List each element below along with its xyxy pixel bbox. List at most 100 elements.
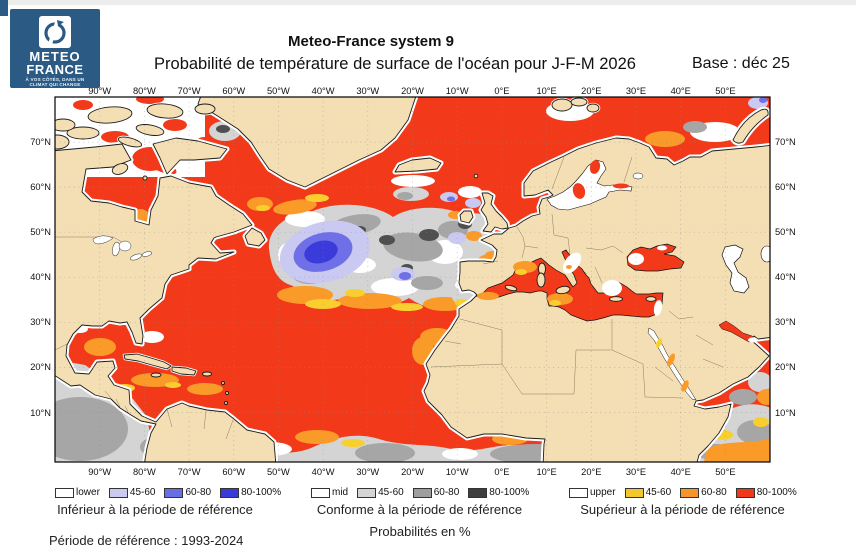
axis-tick: 50°W — [267, 86, 290, 96]
axis-tick: 90°W — [88, 467, 111, 477]
axis-tick: 40°E — [671, 86, 691, 96]
legend-label: 80-100% — [241, 487, 282, 498]
axis-right: 70°N 60°N 50°N 40°N 30°N 20°N 10°N — [775, 137, 796, 418]
legend-item: 45-60 — [624, 487, 672, 498]
legend-swatch — [311, 487, 330, 498]
axis-tick: 20°W — [401, 86, 424, 96]
legend-group-mid: mid 45-60 60-80 80-100% — [311, 487, 538, 498]
axis-tick: 30°N — [775, 317, 796, 327]
caspian-sea — [721, 244, 750, 294]
legend-item: 45-60 — [108, 487, 156, 498]
axis-tick: 40°W — [312, 467, 335, 477]
legend-swatch — [735, 487, 755, 498]
legend-swatch — [357, 487, 377, 498]
axis-tick: 70°W — [178, 467, 201, 477]
map-graphic — [55, 97, 770, 462]
lake-ladoga — [632, 172, 644, 180]
axis-tick: 10°N — [775, 408, 796, 418]
reference-period-label: Période de référence : 1993-2024 — [49, 533, 244, 548]
graticule — [55, 97, 770, 462]
axis-tick: 20°W — [401, 467, 424, 477]
axis-tick: 30°N — [30, 317, 51, 327]
legend-label: 45-60 — [378, 487, 404, 498]
legend-item: 80-100% — [220, 487, 281, 498]
axis-tick: 60°N — [775, 182, 796, 192]
axis-left: 70°N 60°N 50°N 40°N 30°N 20°N 10°N — [30, 137, 51, 418]
axis-tick: 70°N — [775, 137, 796, 147]
units-label: Probabilités en % — [369, 524, 471, 539]
legend-label: 80-100% — [756, 487, 797, 498]
base-date-label: Base : déc 25 — [692, 55, 790, 72]
logo-tagline-1: À VOS CÔTÉS, DANS UN — [25, 77, 85, 82]
aral-sea — [760, 245, 770, 263]
axis-tick: 10°E — [536, 86, 556, 96]
meteo-france-icon — [39, 16, 71, 48]
page-title: Meteo-France system 9 — [288, 33, 454, 50]
map-frame — [54, 96, 771, 463]
logo-text-meteo: METEO — [29, 49, 81, 64]
legend-label: 80-100% — [489, 487, 530, 498]
axis-tick: 20°N — [775, 362, 796, 372]
black-sea — [626, 243, 685, 272]
legend-item: mid — [311, 487, 348, 498]
axis-tick: 30°E — [626, 86, 646, 96]
caption-lower: Inférieur à la période de référence — [57, 502, 253, 517]
axis-tick: 40°W — [312, 86, 335, 96]
axis-tick: 40°E — [671, 467, 691, 477]
legend-item: 80-100% — [735, 487, 797, 498]
legend-swatch — [680, 487, 700, 498]
axis-tick: 80°W — [133, 467, 156, 477]
probability-map: 90°W 80°W 70°W 60°W 50°W 40°W 30°W 20°W … — [30, 86, 796, 477]
legend-label: 60-80 — [701, 487, 727, 498]
legend-swatch — [569, 487, 588, 498]
logo-tagline-2: CLIMAT QUI CHANGE — [29, 82, 81, 87]
legend-item: 60-80 — [680, 487, 727, 498]
legend-item: 45-60 — [357, 487, 404, 498]
caption-upper: Supérieur à la période de référence — [580, 502, 785, 517]
logo-text-france: FRANCE — [26, 62, 84, 77]
legend-label: 45-60 — [645, 487, 672, 498]
axis-top: 90°W 80°W 70°W 60°W 50°W 40°W 30°W 20°W … — [88, 86, 735, 96]
axis-tick: 20°E — [581, 86, 601, 96]
land-layer — [55, 97, 770, 462]
axis-tick: 10°E — [536, 467, 556, 477]
legend-item: upper — [569, 487, 616, 498]
legend-group-upper: upper 45-60 60-80 80-100% — [569, 487, 806, 498]
legend-group-lower: lower 45-60 60-80 80-100% — [55, 487, 290, 498]
legend-swatch — [108, 487, 128, 498]
legend-item: 80-100% — [468, 487, 529, 498]
legend-swatch — [468, 487, 488, 498]
caption-mid: Conforme à la période de référence — [316, 502, 523, 517]
axis-tick: 60°W — [222, 467, 245, 477]
legend-swatch — [55, 487, 74, 498]
legend-label: upper — [590, 487, 616, 498]
axis-tick: 60°N — [30, 182, 51, 192]
axis-tick: 50°W — [267, 467, 290, 477]
legend-label: lower — [76, 487, 100, 498]
axis-tick: 0°E — [494, 86, 509, 96]
legend-swatch — [220, 487, 240, 498]
legend-label: 60-80 — [433, 487, 460, 498]
legend-item: 60-80 — [412, 487, 460, 498]
corner-chip — [0, 0, 8, 16]
axis-tick: 20°N — [30, 362, 51, 372]
small-islands — [142, 173, 479, 405]
axis-tick: 10°W — [446, 86, 469, 96]
logo-circle-glyph — [44, 17, 66, 46]
axis-tick: 70°N — [30, 137, 51, 147]
axis-tick: 0°E — [494, 467, 509, 477]
axis-tick: 40°N — [30, 272, 51, 282]
axis-tick: 30°W — [356, 86, 379, 96]
inland-seas — [92, 159, 770, 401]
legend-label: mid — [332, 487, 349, 498]
legend-label: 45-60 — [129, 487, 156, 498]
axis-tick: 10°N — [30, 408, 51, 418]
axis-tick: 20°E — [581, 467, 601, 477]
axis-tick: 30°W — [356, 467, 379, 477]
axis-tick: 60°W — [222, 86, 245, 96]
axis-tick: 30°E — [626, 467, 646, 477]
logo-tagline: À VOS CÔTÉS, DANS UN CLIMAT QUI CHANGE — [10, 77, 100, 87]
legend-swatch — [624, 487, 644, 498]
legend-swatch — [164, 487, 184, 498]
